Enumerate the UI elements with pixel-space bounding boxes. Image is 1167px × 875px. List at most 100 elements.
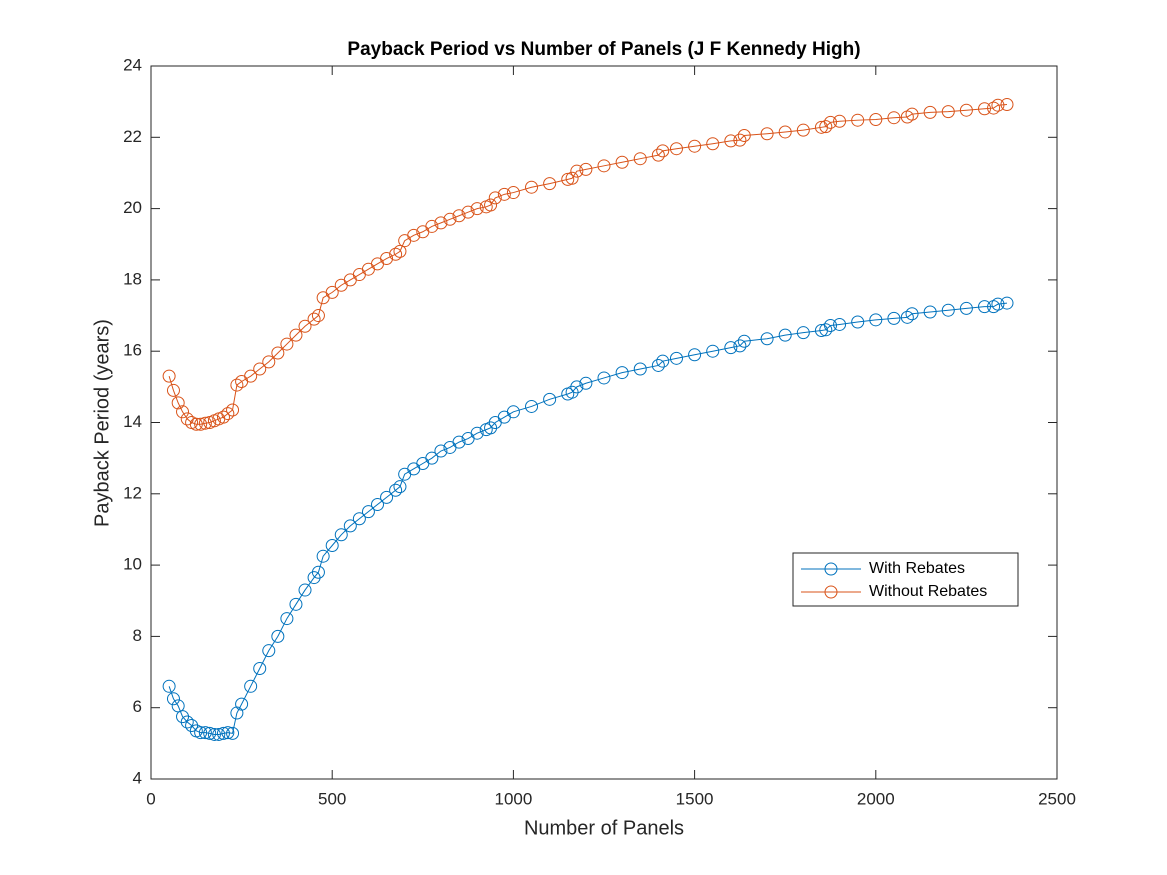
y-tick-label: 8 [133,626,142,645]
data-point [615,366,629,380]
data-point [194,726,208,740]
data-point [887,311,901,325]
data-point [525,399,539,413]
data-point [1000,296,1014,310]
data-point [851,315,865,329]
data-point [235,697,249,711]
data-point [833,317,847,331]
legend-text: With Rebates [869,560,965,577]
data-point [325,538,339,552]
data-point [262,355,276,369]
data-point [991,98,1005,112]
y-axis-label: Payback Period (years) [91,319,113,527]
data-point [244,679,258,693]
data-point [226,403,240,417]
data-point [488,191,502,205]
data-point [651,358,665,372]
data-point [434,216,448,230]
data-point [778,125,792,139]
data-point [778,328,792,342]
data-point [561,172,575,186]
data-point [393,480,407,494]
data-point [289,597,303,611]
data-point [244,369,258,383]
y-tick-label: 4 [133,768,142,787]
data-point [166,692,180,706]
data-point [425,219,439,233]
data-point [733,339,747,353]
data-point [597,159,611,173]
data-point [207,727,221,741]
data-point [570,380,584,394]
data-point [280,612,294,626]
legend-text: Without Rebates [869,583,987,600]
data-point [737,334,751,348]
data-point [565,385,579,399]
data-point [484,198,498,212]
data-point [900,310,914,324]
data-point [180,715,194,729]
data-point [656,354,670,368]
data-point [991,297,1005,311]
data-point [615,155,629,169]
data-point [389,247,403,261]
data-point [760,332,774,346]
y-tick-label: 18 [123,269,142,288]
data-point [565,171,579,185]
data-point [389,483,403,497]
data-point [407,228,421,242]
data-point [959,301,973,315]
data-point [978,102,992,116]
data-point [289,328,303,342]
y-tick-label: 22 [123,127,142,146]
data-point [978,300,992,314]
data-point [570,164,584,178]
data-point [162,679,176,693]
data-point [298,583,312,597]
x-axis-label: Number of Panels [524,817,684,839]
y-tick-label: 16 [123,341,142,360]
data-point [271,346,285,360]
data-point [506,186,520,200]
data-point [221,407,235,421]
x-tick-label: 2500 [1038,789,1076,808]
data-point [923,305,937,319]
data-point [271,629,285,643]
data-point [833,114,847,128]
data-point [851,113,865,127]
data-point [443,212,457,226]
data-point [371,497,384,511]
data-point [176,710,190,724]
data-point [334,528,348,542]
y-tick-label: 24 [123,55,142,74]
data-point [987,101,1001,115]
data-point [380,252,394,266]
data-point [941,105,955,119]
data-point [434,444,448,458]
data-point [316,549,330,563]
data-point [819,323,833,337]
data-point [824,319,837,333]
data-point [470,202,484,216]
data-point [923,105,937,119]
data-point [724,341,738,355]
data-point [166,383,180,397]
data-point [226,726,240,740]
data-point [543,392,557,406]
chart-title: Payback Period vs Number of Panels (J F … [347,39,860,60]
data-point [656,144,670,158]
y-tick-label: 12 [123,483,142,502]
data-point [203,726,217,740]
data-point [597,371,611,385]
data-point [796,123,810,137]
data-point [819,120,833,134]
data-point [633,152,647,166]
data-point [724,134,738,148]
data-point [525,180,539,194]
x-tick-label: 1000 [494,789,532,808]
y-tick-label: 10 [123,555,142,574]
plot-area [150,65,1058,780]
data-point [176,405,190,419]
data-point [869,313,883,327]
data-point [212,727,226,741]
